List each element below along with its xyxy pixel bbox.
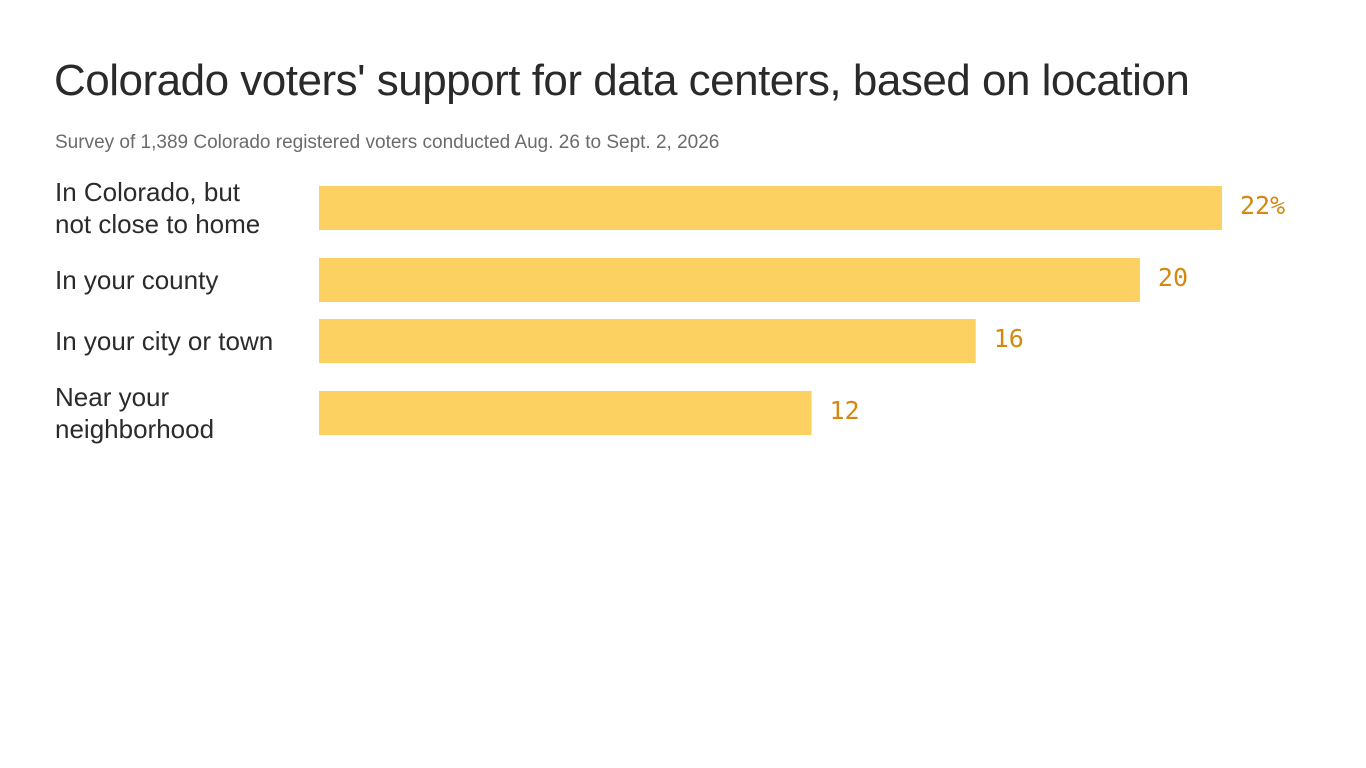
bar	[319, 258, 1140, 302]
value-label: 20	[1158, 263, 1188, 292]
category-label: In Colorado, but not close to home	[55, 177, 260, 239]
value-label: 22%	[1240, 191, 1285, 220]
chart-subtitle: Survey of 1,389 Colorado registered vote…	[55, 132, 720, 153]
bar	[319, 391, 812, 435]
value-label: 16	[994, 324, 1024, 353]
category-label: In your county	[55, 265, 218, 295]
category-label: In your city or town	[55, 326, 273, 356]
category-label: Near your neighborhood	[55, 382, 214, 444]
value-label: 12	[830, 396, 860, 425]
bar	[319, 319, 976, 363]
bar	[319, 186, 1222, 230]
chart-title: Colorado voters' support for data center…	[54, 56, 1190, 105]
